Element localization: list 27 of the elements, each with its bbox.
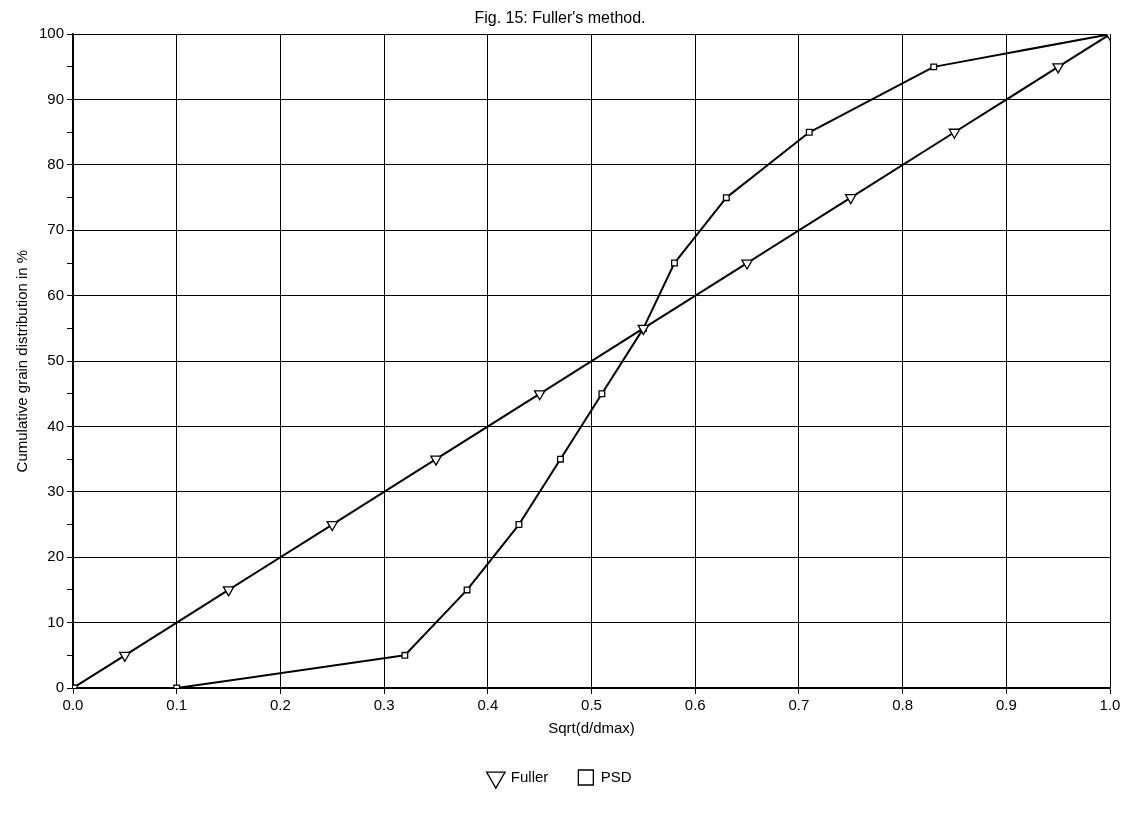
y-tick-label: 10: [47, 612, 65, 630]
x-tick-label: 0.9: [995, 696, 1017, 714]
x-tick-label: 0.7: [788, 696, 810, 714]
y-tick-label: 60: [47, 285, 65, 303]
x-axis-title: Sqrt(d/dmax): [548, 719, 635, 737]
legend-label: Fuller: [510, 767, 549, 785]
legend-label: PSD: [600, 767, 632, 785]
y-tick-label: 70: [47, 220, 65, 238]
x-tick-label: 0.1: [166, 696, 188, 714]
y-axis-title: Cumulative grain distribution in %: [13, 249, 31, 473]
y-tick-label: 20: [47, 547, 65, 565]
x-tick-label: 0.2: [269, 696, 291, 714]
y-tick-label: 100: [39, 24, 65, 42]
y-tick-label: 50: [47, 351, 65, 369]
x-tick-label: 0.0: [62, 696, 84, 714]
y-tick-label: 40: [47, 416, 65, 434]
y-tick-label: 30: [47, 482, 65, 499]
y-tick-label: 80: [47, 155, 65, 173]
y-tick-label: 0: [55, 678, 65, 696]
x-tick-label: 1.0: [1099, 696, 1121, 714]
x-tick-label: 0.4: [477, 696, 499, 714]
x-tick-label: 0.5: [581, 696, 602, 714]
x-tick-label: 0.3: [373, 696, 395, 714]
x-tick-label: 0.6: [684, 696, 706, 714]
y-tick-label: 90: [47, 89, 65, 107]
chart-title: Fig. 15: Fuller's method.: [474, 9, 646, 27]
x-tick-label: 0.8: [892, 696, 914, 714]
